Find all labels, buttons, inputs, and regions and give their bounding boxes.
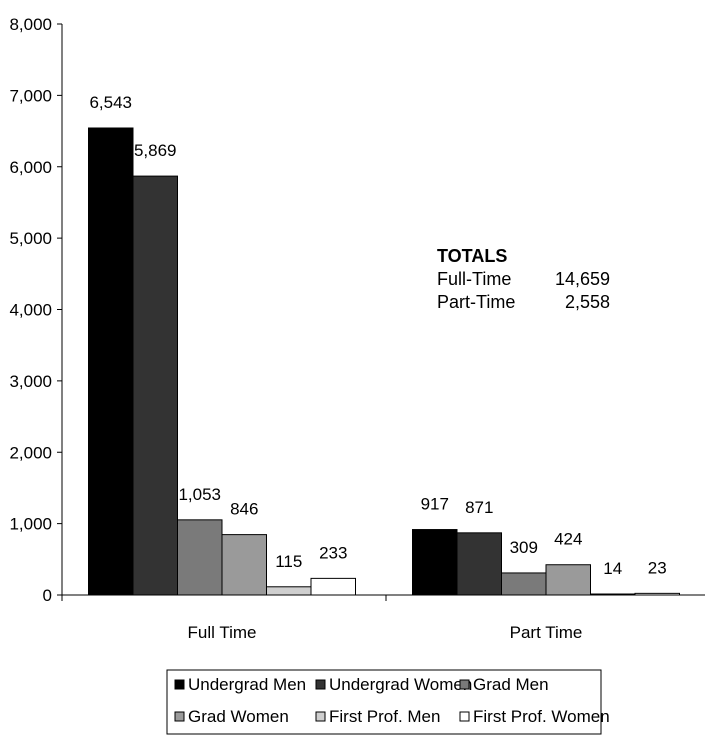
data-label: 115 — [275, 552, 302, 571]
bar — [177, 519, 223, 596]
legend-swatch — [459, 679, 470, 690]
y-tick-label: 8,000 — [9, 15, 52, 34]
bar — [88, 127, 134, 596]
y-tick-label: 2,000 — [9, 443, 52, 462]
bar — [221, 534, 267, 596]
y-tick-label: 7,000 — [9, 86, 52, 105]
legend-entry: Grad Women — [188, 707, 289, 726]
bar — [310, 577, 356, 596]
totals-parttime-value: 2,558 — [565, 292, 610, 312]
bar — [501, 572, 547, 596]
legend-swatch — [174, 711, 185, 722]
legend: Undergrad Men Undergrad Women Grad Men Grad… — [166, 669, 610, 735]
axes: 0 1,000 2,000 3,000 4,000 5,000 6,000 7,000 8,00… — [9, 15, 705, 642]
data-label: 233 — [319, 543, 347, 562]
bar — [266, 586, 312, 596]
x-category-label: Part Time — [510, 623, 583, 642]
legend-box — [166, 669, 602, 735]
bar — [545, 564, 591, 596]
legend-entry: Undergrad Men — [188, 675, 306, 694]
totals-parttime-label: Part-Time — [437, 292, 515, 312]
legend-swatch — [174, 679, 185, 690]
legend-entry: Undergrad Women — [329, 675, 472, 694]
data-label: 309 — [510, 538, 538, 557]
data-label: 14 — [603, 559, 622, 578]
bars — [88, 127, 680, 596]
bar — [590, 593, 636, 596]
y-tick-label: 6,000 — [9, 158, 52, 177]
bar — [132, 175, 178, 596]
legend-entry: First Prof. Women — [473, 707, 610, 726]
bar — [634, 592, 680, 596]
data-label: 424 — [554, 530, 582, 549]
y-tick-label: 3,000 — [9, 372, 52, 391]
data-label: 846 — [230, 500, 258, 519]
data-label: 23 — [648, 558, 667, 577]
y-tick-label: 0 — [43, 586, 52, 605]
totals-fulltime-label: Full-Time — [437, 269, 511, 289]
totals-fulltime-value: 14,659 — [555, 269, 610, 289]
legend-swatch — [459, 711, 470, 722]
bar — [412, 529, 458, 596]
y-tick-label: 1,000 — [9, 515, 52, 534]
data-label: 917 — [421, 495, 449, 514]
data-label: 5,869 — [134, 141, 177, 160]
data-label: 6,543 — [89, 93, 132, 112]
y-tick-label: 4,000 — [9, 301, 52, 320]
data-label: 871 — [465, 498, 493, 517]
legend-entry: First Prof. Men — [329, 707, 440, 726]
x-category-label: Full Time — [188, 623, 257, 642]
legend-entry: Grad Men — [473, 675, 549, 694]
totals-title: TOTALS — [437, 246, 507, 266]
legend-swatch — [315, 711, 326, 722]
bar — [456, 532, 502, 596]
data-label: 1,053 — [178, 485, 221, 504]
legend-swatch — [315, 679, 326, 690]
y-tick-label: 5,000 — [9, 229, 52, 248]
data-labels: 6,543 5,869 1,053 846 115 233 917 871 309 424 14 23 — [89, 93, 666, 578]
totals-annotation: TOTALS Full-Time 14,659 Part-Time 2,558 — [437, 246, 610, 312]
